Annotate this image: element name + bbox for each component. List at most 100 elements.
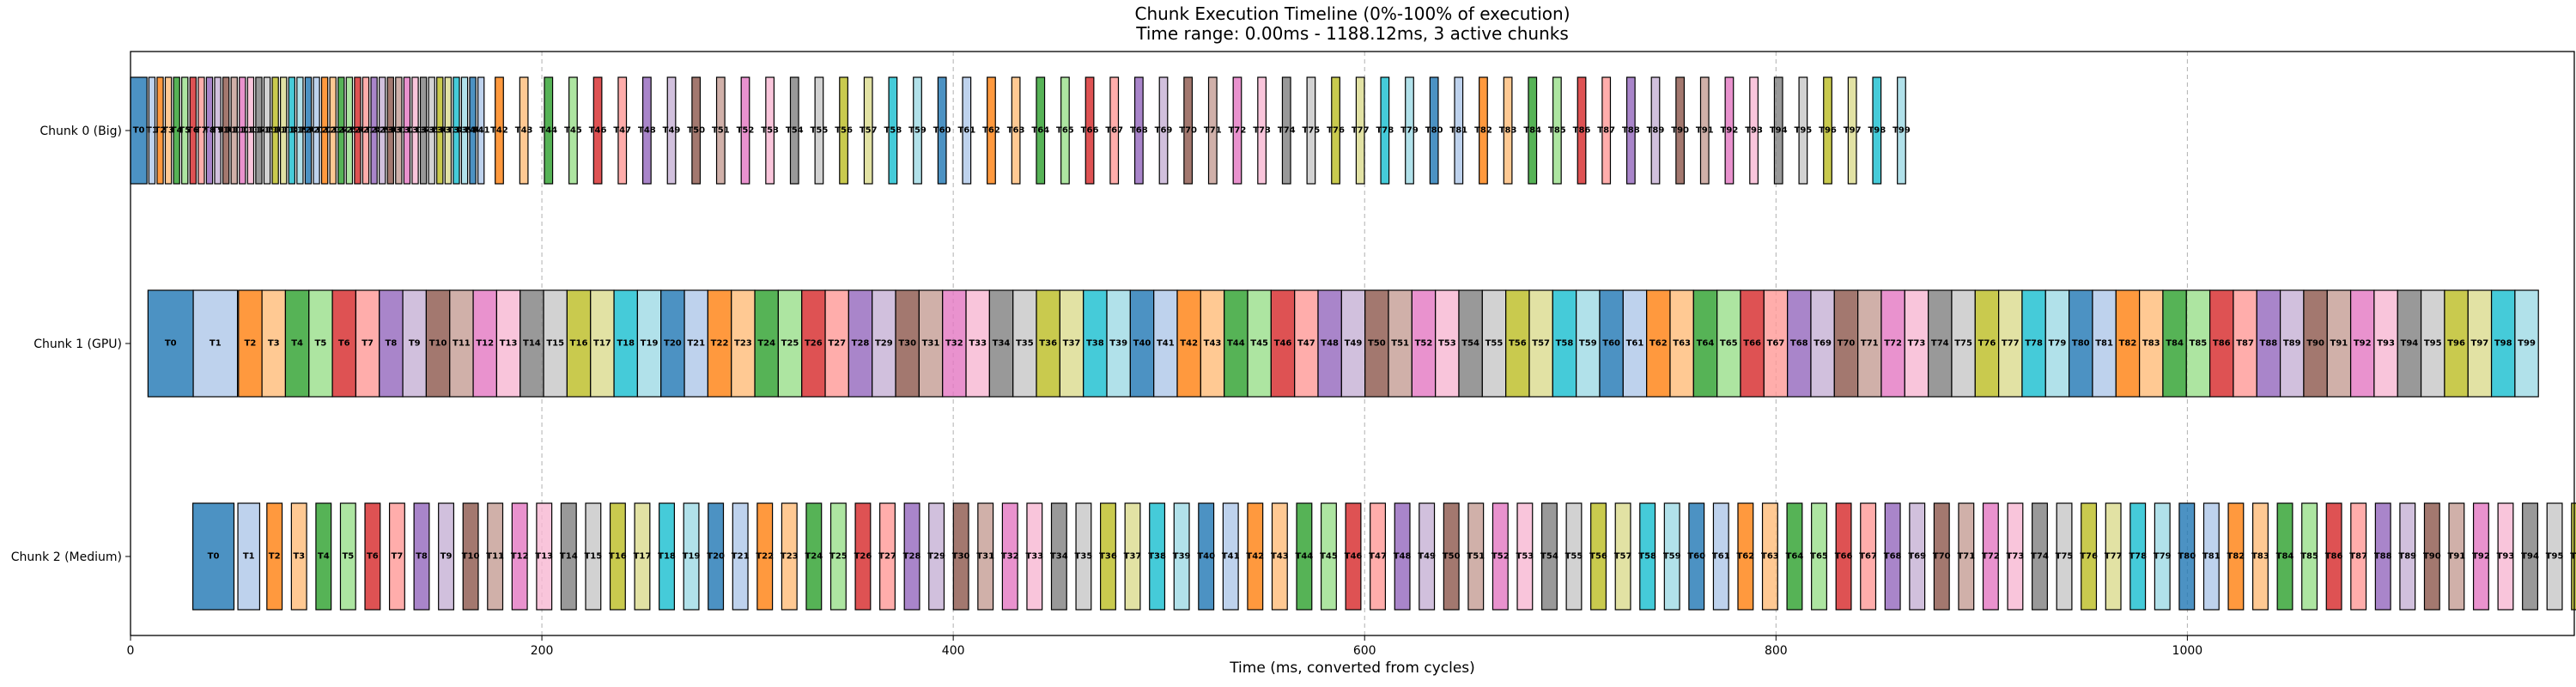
task-label: T61 <box>957 126 975 136</box>
x-tick-label: 800 <box>1765 644 1788 658</box>
task-bar <box>544 76 554 185</box>
task-bar <box>1388 289 1413 398</box>
task-bar <box>1761 502 1778 611</box>
task-label: T24 <box>332 126 350 136</box>
task-label: T74 <box>1278 126 1296 136</box>
task-label: T2 <box>245 339 257 349</box>
task-bar <box>1183 76 1194 185</box>
task-label: T33 <box>969 339 987 349</box>
task-label: T67 <box>1105 126 1123 136</box>
task-bar <box>641 76 652 185</box>
task-label: T85 <box>1548 126 1566 136</box>
task-bar <box>1951 289 1976 398</box>
task-label: T1 <box>243 552 255 562</box>
task-bar <box>1974 289 2000 398</box>
task-bar <box>205 76 214 185</box>
task-bar <box>1847 76 1857 185</box>
task-label: T57 <box>860 126 878 136</box>
task-bar <box>487 502 504 611</box>
task-label: T42 <box>1246 552 1264 562</box>
task-label: T61 <box>1626 339 1644 349</box>
task-label: T63 <box>1007 126 1025 136</box>
task-label: T27 <box>878 552 896 562</box>
task-label: T44 <box>1227 339 1245 349</box>
task-label: T36 <box>431 126 449 136</box>
task-label: T18 <box>617 339 635 349</box>
task-bar <box>715 76 726 185</box>
task-label: T5 <box>315 339 327 349</box>
task-bar <box>1528 76 1538 185</box>
task-bar <box>1060 76 1070 185</box>
task-label: T6 <box>338 339 350 349</box>
task-label: T33 <box>1025 552 1043 562</box>
task-label: T89 <box>1647 126 1665 136</box>
task-bar <box>1590 502 1607 611</box>
task-label: T79 <box>1400 126 1419 136</box>
task-label: T90 <box>2306 339 2324 349</box>
task-bar <box>425 289 451 398</box>
task-bar <box>1798 76 1808 185</box>
task-bar <box>1467 502 1485 611</box>
task-bar <box>1247 502 1264 611</box>
task-label: T13 <box>500 339 518 349</box>
task-bar <box>436 76 444 185</box>
task-bar <box>1394 502 1411 611</box>
task-label: T84 <box>2166 339 2184 349</box>
task-bar <box>1084 76 1095 185</box>
task-bar <box>2138 289 2164 398</box>
task-label: T66 <box>1081 126 1099 136</box>
task-label: T66 <box>1835 552 1853 562</box>
task-label: T44 <box>539 126 557 136</box>
task-label: T48 <box>1321 339 1339 349</box>
task-bar <box>1435 289 1460 398</box>
task-label: T6 <box>367 552 379 562</box>
task-label: T23 <box>734 339 752 349</box>
x-axis-ticks: 0 200 400 600 800 1000 <box>127 635 2202 658</box>
task-bar <box>1565 502 1583 611</box>
task-bar <box>428 76 435 185</box>
task-bar <box>1050 502 1067 611</box>
task-label: T1 <box>146 126 158 136</box>
task-label: T79 <box>2154 552 2172 562</box>
task-bar <box>2202 502 2220 611</box>
task-bar <box>1479 76 1488 185</box>
task-label: T50 <box>1368 339 1386 349</box>
task-label: T77 <box>1352 126 1370 136</box>
task-bar <box>2162 289 2187 398</box>
task-bar <box>1296 502 1313 611</box>
task-label: T94 <box>2401 339 2419 349</box>
task-label: T43 <box>1271 552 1289 562</box>
task-label: T19 <box>683 552 701 562</box>
task-bar <box>239 76 246 185</box>
task-bar <box>1933 502 1950 611</box>
task-label: T77 <box>2002 339 2020 349</box>
task-bar <box>1173 502 1190 611</box>
task-label: T20 <box>707 552 725 562</box>
task-label: T71 <box>1861 339 1879 349</box>
task-bar <box>2115 289 2141 398</box>
task-bar <box>708 502 725 611</box>
task-bar <box>1614 502 1631 611</box>
task-label: T87 <box>1597 126 1615 136</box>
task-bar <box>288 76 295 185</box>
task-label: T41 <box>1222 552 1240 562</box>
task-bar <box>379 76 386 185</box>
task-bar <box>1158 76 1169 185</box>
task-label: T11 <box>225 126 243 136</box>
task-bar <box>2420 289 2445 398</box>
task-bar <box>453 76 460 185</box>
task-label: T20 <box>664 339 682 349</box>
task-bar <box>1552 76 1562 185</box>
task-bar <box>2326 289 2352 398</box>
task-label: T17 <box>275 126 293 136</box>
task-bar <box>2279 289 2305 398</box>
task-label: T72 <box>1884 339 1902 349</box>
task-bar <box>913 76 922 185</box>
task-bar <box>987 76 996 185</box>
task-label: T74 <box>1931 339 1949 349</box>
task-label: T8 <box>204 126 216 136</box>
task-label: T71 <box>1204 126 1222 136</box>
task-label: T73 <box>1908 339 1926 349</box>
task-bar <box>230 76 238 185</box>
task-label: T46 <box>589 126 607 136</box>
